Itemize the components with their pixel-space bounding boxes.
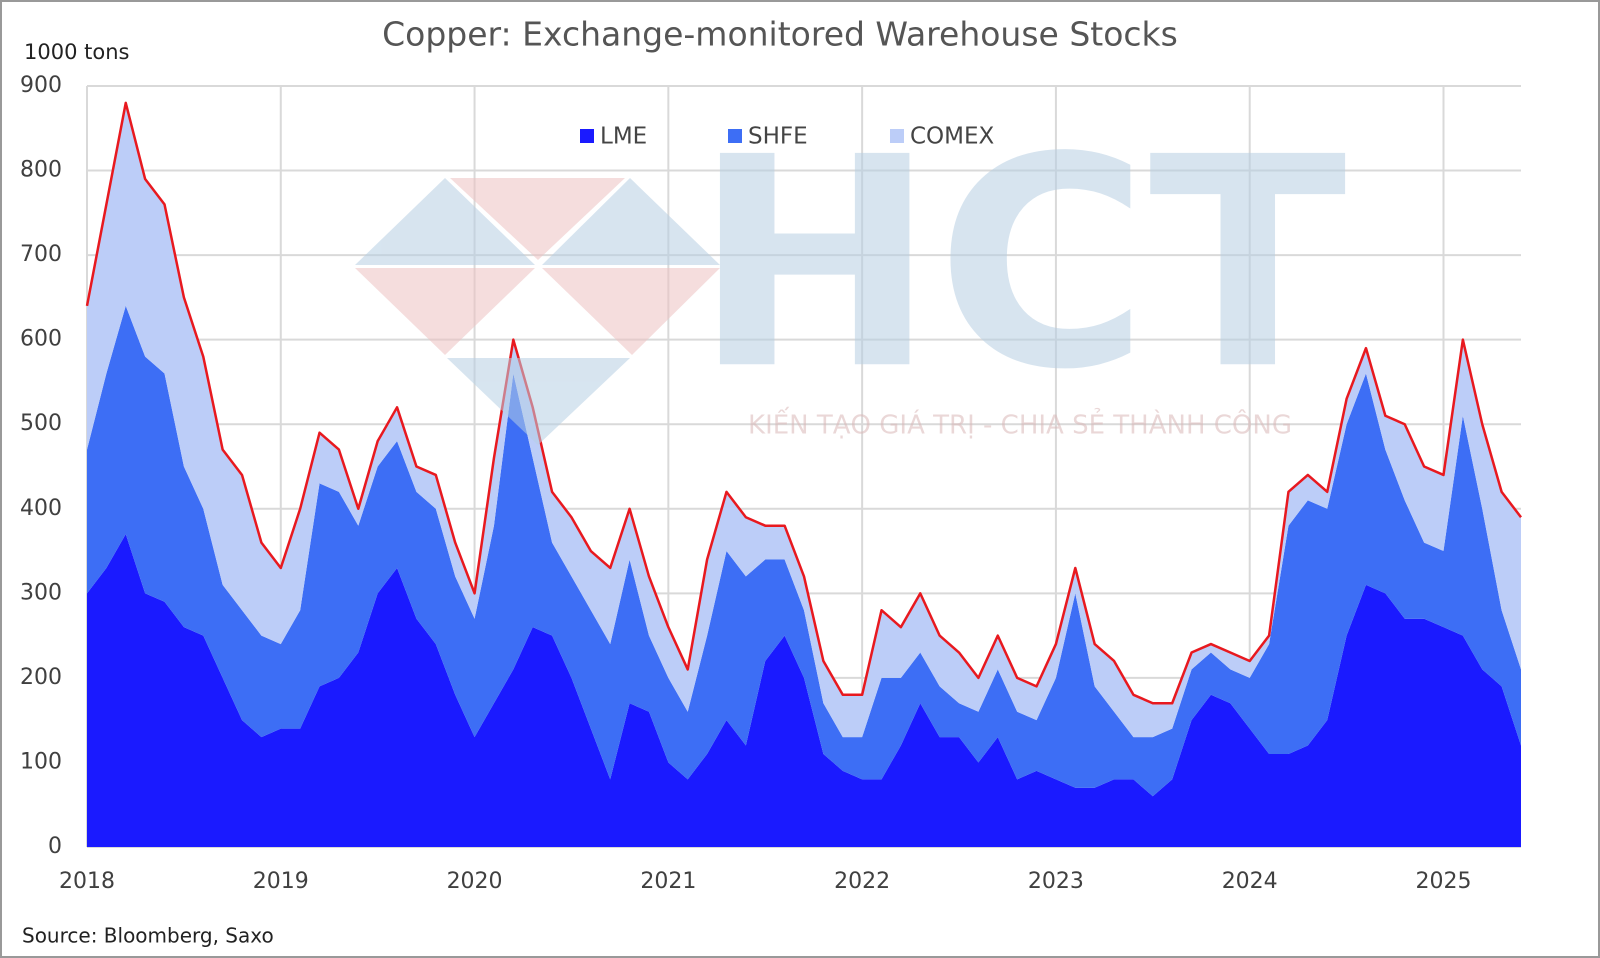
y-tick-label: 500 (20, 411, 62, 436)
y-tick-label: 100 (20, 749, 62, 774)
total-line (85, 101, 1522, 705)
x-tick-label: 2025 (1415, 869, 1471, 894)
area (87, 534, 1521, 847)
legend-item: COMEX (890, 124, 995, 150)
legend-label: LME (600, 124, 647, 150)
y-tick-label: 300 (20, 580, 62, 605)
area (87, 102, 1521, 738)
logo-shape (447, 358, 630, 445)
y-axis-label: 1000 tons (24, 40, 129, 64)
legend-label: SHFE (748, 124, 808, 150)
y-tick-label: 800 (20, 158, 62, 183)
y-tick-label: 200 (20, 665, 62, 690)
y-tick-label: 0 (48, 834, 62, 859)
logo-shape (355, 178, 535, 265)
x-tick-label: 2024 (1222, 869, 1278, 894)
logo-shape (542, 178, 720, 265)
y-tick-label: 900 (20, 73, 62, 98)
area (87, 305, 1521, 797)
legend-swatch (728, 129, 742, 143)
y-tick-label: 700 (20, 242, 62, 267)
x-tick-label: 2020 (447, 869, 503, 894)
x-tick-label: 2018 (59, 869, 115, 894)
legend-swatch (580, 129, 594, 143)
logo-shape (355, 268, 535, 355)
x-tick-label: 2019 (253, 869, 309, 894)
legend-label: COMEX (910, 124, 995, 150)
watermark-logo: HCT KIẾN TẠO GIÁ TRỊ - CHIA SẺ THÀNH CÔN… (355, 96, 1348, 445)
logo-shape (450, 178, 625, 260)
legend-swatch (890, 129, 904, 143)
watermark-tagline: KIẾN TẠO GIÁ TRỊ - CHIA SẺ THÀNH CÔNG (748, 406, 1292, 441)
watermark-brand: HCT (693, 96, 1348, 433)
legend-item: SHFE (728, 124, 808, 150)
areas (85, 101, 1522, 847)
legend-item: LME (580, 124, 647, 150)
source-note: Source: Bloomberg, Saxo (22, 924, 274, 948)
y-tick-label: 600 (20, 327, 62, 352)
logo-shape (542, 268, 720, 355)
x-tick-label: 2022 (834, 869, 890, 894)
chart-title: Copper: Exchange-monitored Warehouse Sto… (382, 15, 1178, 54)
x-tick-label: 2021 (640, 869, 696, 894)
y-tick-label: 400 (20, 496, 62, 521)
x-tick-label: 2023 (1028, 869, 1084, 894)
